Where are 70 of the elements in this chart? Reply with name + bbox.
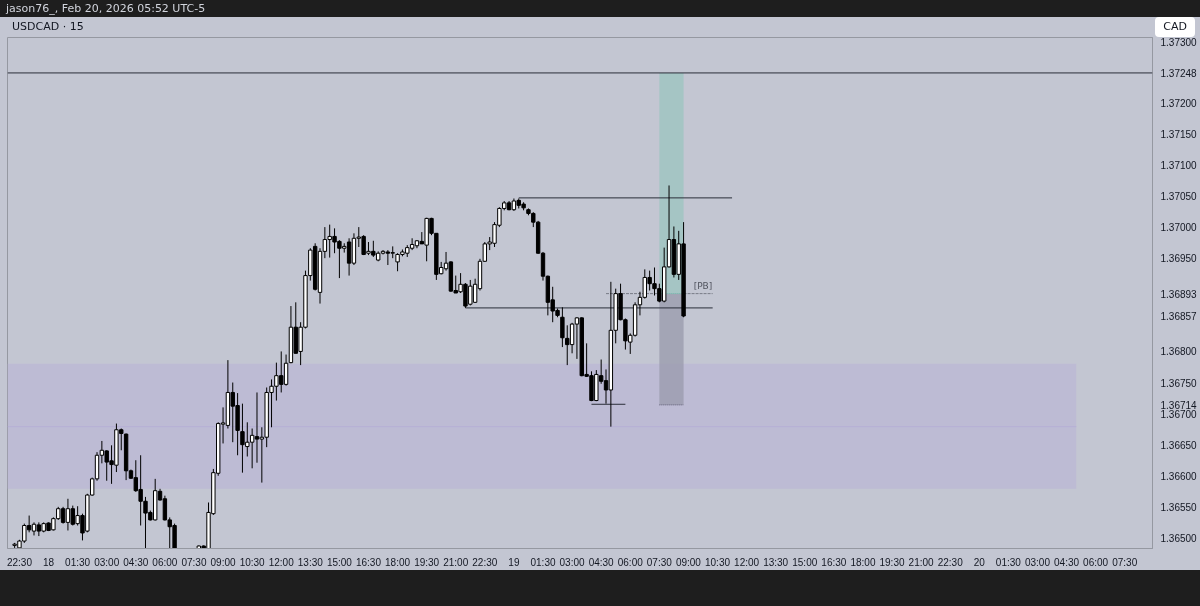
x-tick-label: 20 <box>973 556 986 568</box>
candlestick <box>346 237 352 277</box>
candlestick <box>65 498 71 531</box>
y-tick-label: 1.36750 <box>1160 377 1198 389</box>
x-tick-label: 01:30 <box>65 556 91 568</box>
x-tick-label: 16:30 <box>355 556 382 568</box>
y-tick-label: 1.37200 <box>1160 97 1198 109</box>
y-tick-label: 1.36800 <box>1160 346 1198 358</box>
x-tick-label: 07:30 <box>646 556 673 568</box>
x-tick-label: 22:30 <box>6 556 33 568</box>
x-tick-label: 09:00 <box>210 556 237 568</box>
y-tick-label: 1.37248 <box>1160 67 1198 79</box>
x-tick-label: 19:30 <box>414 556 440 568</box>
candlestick <box>409 237 415 251</box>
y-tick-label: 1.37100 <box>1160 159 1198 171</box>
x-tick-label: 15:00 <box>792 556 818 568</box>
x-tick-label: 10:30 <box>705 556 731 568</box>
y-tick-label: 1.37000 <box>1160 222 1198 234</box>
y-tick-label: 1.37300 <box>1160 36 1198 48</box>
x-tick-label: 21:00 <box>908 556 935 568</box>
y-tick-label: 1.36893 <box>1160 288 1198 300</box>
x-tick-label: 16:30 <box>821 556 847 568</box>
x-tick-label: 12:00 <box>734 556 760 568</box>
candlestick <box>385 249 391 266</box>
x-tick-label: 06:00 <box>617 556 644 568</box>
x-tick-label: 22:30 <box>472 556 498 568</box>
x-tick-label: 07:30 <box>1112 556 1138 568</box>
x-tick-label: 04:30 <box>588 556 615 568</box>
x-tick-label: 13:30 <box>297 556 324 568</box>
x-tick-label: 10:30 <box>239 556 266 568</box>
x-tick-label: 18 <box>42 556 55 568</box>
x-tick-label: 06:00 <box>1083 556 1109 568</box>
candlestick <box>283 354 289 387</box>
x-tick-label: 01:30 <box>995 556 1022 568</box>
x-tick-label: 01:30 <box>530 556 556 568</box>
candlestick <box>249 428 255 469</box>
y-tick-label: 1.36857 <box>1160 311 1198 322</box>
x-tick-label: 19:30 <box>879 556 905 568</box>
y-tick-label: 1.36650 <box>1160 439 1198 451</box>
x-tick-label: 03:00 <box>559 556 586 568</box>
chart-title: USDCAD · 15 <box>11 19 84 35</box>
y-tick-label: 1.36550 <box>1160 501 1198 513</box>
y-tick-label: 1.36700 <box>1160 408 1198 420</box>
x-tick-label: 07:30 <box>181 556 207 568</box>
x-tick-label: 06:00 <box>152 556 178 568</box>
x-tick-label: 12:00 <box>268 556 295 568</box>
y-tick-label: 1.37050 <box>1160 191 1198 203</box>
y-tick-label: 1.37150 <box>1160 128 1198 140</box>
candlestick <box>254 391 260 464</box>
y-tick-label: 1.36714 <box>1160 399 1198 411</box>
y-tick-label: 1.36950 <box>1160 253 1198 265</box>
x-tick-label: 15:00 <box>326 556 353 568</box>
x-tick-label: 19 <box>508 556 520 568</box>
x-tick-label: 04:30 <box>123 556 149 568</box>
candlestick <box>560 306 565 348</box>
x-tick-label: 03:00 <box>1024 556 1051 568</box>
x-tick-label: 04:30 <box>1054 556 1080 568</box>
x-tick-label: 22:30 <box>937 556 964 568</box>
x-tick-label: 13:30 <box>763 556 789 568</box>
y-tick-label: 1.36600 <box>1160 470 1198 482</box>
x-tick-label: 09:00 <box>675 556 702 568</box>
x-tick-label: 18:00 <box>850 556 876 568</box>
candlestick <box>565 324 570 366</box>
chart-subtitle: jason76_, Feb 20, 2026 05:52 UTC-5 <box>6 1 206 17</box>
x-tick-label: 18:00 <box>385 556 411 568</box>
y-tick-label: 1.36500 <box>1160 532 1198 544</box>
x-tick-label: 03:00 <box>94 556 120 568</box>
annotation: [PB] <box>693 280 713 291</box>
y-axis-title: CAD <box>1155 17 1195 37</box>
x-tick-label: 21:00 <box>443 556 469 568</box>
